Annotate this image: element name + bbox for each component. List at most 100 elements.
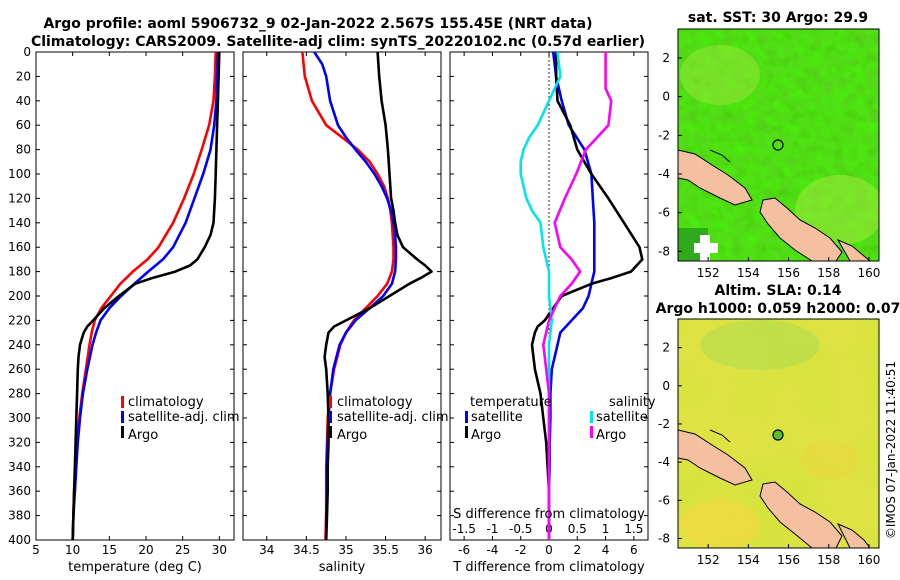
legend-argo: Argo [128, 428, 158, 443]
map-x-tick-label: 154 [737, 266, 760, 280]
map-y-tick-label: -8 [658, 531, 670, 545]
legend-satellite: satellite-adj. clim [337, 410, 449, 425]
legend-argo: Argo [337, 428, 367, 443]
y-tick-label: 360 [8, 484, 31, 498]
map-y-tick-label: 2 [662, 341, 670, 355]
legend-climatology: climatology [128, 395, 204, 410]
x-tick-label: -6 [458, 543, 470, 557]
sla-map-frame [677, 318, 880, 549]
x-tick-label: 1.5 [624, 522, 643, 536]
series-line-argo [71, 51, 221, 541]
map-y-tick-label: 0 [662, 379, 670, 393]
y-tick-label: 300 [8, 411, 31, 425]
y-tick-label: 200 [8, 289, 31, 303]
sst-map [678, 29, 879, 261]
new-ireland-island [678, 429, 753, 486]
x-tick-label: 34.5 [293, 543, 320, 557]
sst-warm-patch [795, 175, 879, 245]
series-line-climatology [301, 51, 395, 541]
x-tick-label: 15 [102, 543, 117, 557]
s-difference-label: S difference from climatology [453, 507, 645, 522]
y-tick-label: 80 [16, 143, 31, 157]
sst-warm-patch [680, 45, 760, 105]
sst-missing-data [694, 243, 718, 253]
map-y-tick-label: -4 [658, 167, 670, 181]
imos-stamp: ©IMOS 07-Jan-2022 11:40:51 [884, 361, 898, 539]
series-line-s-satellite [519, 51, 562, 540]
legend-swatch-argo [121, 426, 124, 438]
series-line-argo [323, 51, 433, 541]
map-x-tick-label: 160 [857, 266, 880, 280]
y-tick-label: 100 [8, 167, 31, 181]
y-tick-label: 0 [23, 45, 31, 59]
legend-swatch-satellite [329, 411, 332, 423]
x-tick-label: -4 [486, 543, 498, 557]
legend-swatch-climatology [121, 396, 124, 408]
coastline [709, 149, 731, 163]
map-x-tick-label: 158 [817, 553, 840, 567]
argo-float-marker [772, 139, 784, 151]
legend-swatch-satellite [121, 411, 124, 423]
map-x-tick-label: 152 [697, 266, 720, 280]
legend-swatch-t-argo [465, 426, 468, 438]
map-x-tick-label: 160 [857, 553, 880, 567]
y-tick-label: 140 [8, 216, 31, 230]
y-tick-label: 320 [8, 435, 31, 449]
legend-s-satellite: satellite [596, 410, 648, 425]
map-y-tick-label: 2 [662, 51, 670, 65]
salinity-axes [242, 51, 442, 541]
sla-map [678, 319, 879, 548]
x-tick-label: 20 [138, 543, 153, 557]
legend-swatch-climatology [329, 396, 332, 408]
y-tick-label: 400 [8, 533, 31, 547]
map-x-tick-label: 158 [817, 266, 840, 280]
map-x-tick-label: 152 [697, 553, 720, 567]
argo-float-marker [772, 429, 784, 441]
figure-title-line2: Climatology: CARS2009. Satellite-adj cli… [31, 34, 645, 50]
y-tick-label: 180 [8, 265, 31, 279]
x-tick-label: 34 [259, 543, 274, 557]
new-ireland-island [678, 149, 753, 206]
legend-swatch-s-argo [590, 426, 593, 438]
map-y-tick-label: -6 [658, 493, 670, 507]
difference-xlabel: T difference from climatology [452, 560, 645, 575]
x-tick-label: 4 [602, 543, 610, 557]
series-line-climatology [71, 51, 217, 541]
coastline [709, 429, 731, 443]
map-x-tick-label: 156 [777, 266, 800, 280]
map-y-tick-label: -8 [658, 244, 670, 258]
legend-swatch-t-satellite [465, 411, 468, 423]
x-tick-label: 36 [418, 543, 433, 557]
y-tick-label: 60 [16, 118, 31, 132]
x-tick-label: -2 [515, 543, 527, 557]
legend-temperature-title: temperature [470, 395, 552, 410]
x-tick-label: -1.5 [452, 522, 475, 536]
legend-salinity-title: salinity [609, 395, 656, 410]
bougainville-island [759, 197, 843, 261]
x-tick-label: 6 [630, 543, 638, 557]
temperature-axes [35, 51, 235, 541]
y-tick-label: 160 [8, 240, 31, 254]
legend-t-satellite: satellite [471, 410, 523, 425]
figure-title-line1: Argo profile: aoml 5906732_9 02-Jan-2022… [43, 16, 592, 32]
x-tick-label: 0.5 [568, 522, 587, 536]
map-x-tick-label: 154 [737, 553, 760, 567]
island [836, 238, 871, 261]
x-tick-label: 5 [32, 543, 40, 557]
temperature-xlabel: temperature (deg C) [68, 560, 202, 575]
sst-map-frame [677, 28, 880, 262]
sla-map-title2: Argo h1000: 0.059 h2000: 0.07 [656, 301, 900, 317]
x-tick-label: 25 [175, 543, 190, 557]
series-line-s-argo [541, 52, 613, 540]
legend-satellite: satellite-adj. clim [128, 410, 240, 425]
y-tick-label: 280 [8, 387, 31, 401]
legend-swatch-s-satellite [590, 411, 593, 423]
map-y-tick-label: -2 [658, 128, 670, 142]
legend-climatology: climatology [337, 395, 413, 410]
sla-high-patch [800, 440, 860, 480]
sst-map-title: sat. SST: 30 Argo: 29.9 [688, 10, 868, 26]
y-tick-label: 20 [16, 69, 31, 83]
y-tick-label: 340 [8, 460, 31, 474]
x-tick-label: 35 [338, 543, 353, 557]
